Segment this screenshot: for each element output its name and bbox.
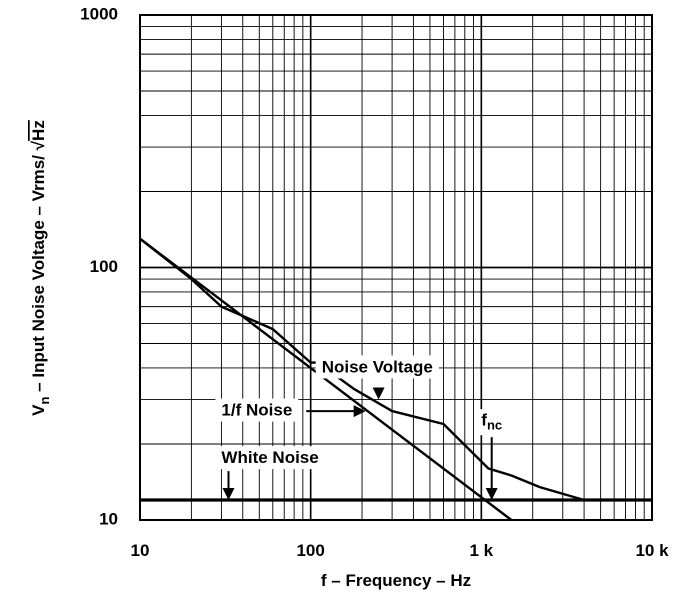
annotation-fnc: fnc — [475, 409, 509, 436]
y-tick-label: 100 — [90, 257, 118, 276]
y-axis-label-symbol: V — [29, 404, 48, 416]
annotations: Noise Voltage 1/f Noise White Noise fnc — [215, 355, 509, 501]
annotation-arrowhead — [222, 488, 235, 501]
x-tick-label: 10 k — [635, 541, 669, 560]
annotation-one-over-f: 1/f Noise — [215, 398, 299, 422]
annotation-label-subscript: nc — [487, 418, 502, 433]
x-tick-label: 100 — [296, 541, 324, 560]
annotation-label: fnc — [481, 411, 502, 433]
y-tick-label: 1000 — [80, 4, 118, 23]
annotation-arrowhead — [485, 488, 498, 501]
y-axis-label: Vn – Input Noise Voltage – Vrms/ √Hz — [29, 120, 52, 416]
y-tick-label: 10 — [99, 509, 118, 528]
y-axis-label-subscript: n — [37, 397, 52, 405]
series-line-noise-voltage — [139, 237, 585, 502]
annotation-arrowhead — [372, 387, 385, 400]
annotation-label-symbol: f — [481, 411, 487, 430]
annotation-label-background — [475, 409, 509, 436]
plot-frame — [139, 14, 653, 521]
y-axis-label-hz: Hz — [29, 120, 48, 141]
annotation-white-noise: White Noise — [215, 446, 325, 470]
annotation-label-background — [215, 446, 325, 470]
sqrt-symbol: √ — [29, 140, 48, 150]
annotation-label: Noise Voltage — [322, 357, 433, 376]
x-tick-label: 10 — [131, 541, 150, 560]
annotation-noise-voltage: Noise Voltage — [315, 355, 439, 379]
series-line-1-f-noise — [139, 237, 513, 521]
x-axis-label: f – Frequency – Hz — [321, 571, 471, 590]
annotation-label-background — [215, 398, 299, 422]
annotation-label: 1/f Noise — [221, 401, 292, 420]
series-group — [139, 237, 652, 521]
annotation-label-background — [315, 355, 439, 379]
x-tick-label: 1 k — [470, 541, 494, 560]
y-axis-label-text: – Input Noise Voltage – Vrms/ — [29, 150, 48, 396]
annotation-label: White Noise — [221, 448, 318, 467]
tick-labels: 10 100 1 k 10 k 10 100 1000 — [80, 4, 669, 560]
annotation-arrowhead — [353, 405, 366, 418]
grid — [139, 14, 653, 521]
